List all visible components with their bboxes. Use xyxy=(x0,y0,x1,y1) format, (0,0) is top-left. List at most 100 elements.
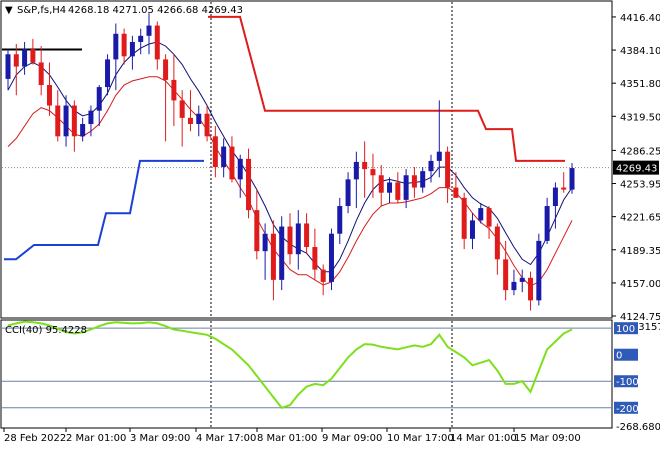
main-chart-frame xyxy=(0,0,613,319)
candle-body xyxy=(304,223,310,248)
candle-body xyxy=(38,62,44,86)
price-scale: 4416.40 4384.10 4351.80 4319.50 4286.25 4253.… xyxy=(612,13,660,323)
candle-body xyxy=(212,136,218,168)
candle-body xyxy=(486,208,492,227)
candle-body xyxy=(96,87,102,111)
candle-body xyxy=(5,54,11,79)
candle-body xyxy=(478,208,484,221)
cci-label: CCI(40) 95.4228 xyxy=(5,325,87,336)
cci-scale-label: 0 xyxy=(616,351,622,362)
candle-body xyxy=(345,179,351,207)
time-tick-label: 10 Mar 17:00 xyxy=(387,433,454,444)
candle-body xyxy=(270,233,276,280)
candle-body xyxy=(428,160,434,172)
time-tick-label: 14 Mar 01:00 xyxy=(450,433,517,444)
candle-body xyxy=(445,151,451,188)
candle-body xyxy=(221,146,227,168)
candle-body xyxy=(503,259,509,291)
cci-line xyxy=(7,320,573,409)
candle-body xyxy=(295,223,301,255)
candle-body xyxy=(469,220,475,239)
candle-body xyxy=(129,41,135,57)
candle-body xyxy=(287,226,293,255)
candle-body xyxy=(63,105,69,137)
candle-body xyxy=(146,25,152,36)
candle-body xyxy=(121,33,127,57)
candle-body xyxy=(46,85,52,106)
candle-body xyxy=(552,187,558,207)
cci-series-line xyxy=(7,320,573,409)
candle-body xyxy=(328,233,334,282)
candle-body xyxy=(528,277,534,301)
candle-body xyxy=(411,175,417,188)
candle-body xyxy=(519,277,525,282)
price-tick-label: 4221.65 xyxy=(620,213,660,224)
time-tick-label: 8 Mar 01:00 xyxy=(257,433,317,444)
candle-body xyxy=(187,117,193,124)
candle-body xyxy=(561,187,567,190)
time-tick-label: 28 Feb 2022 xyxy=(4,433,66,444)
candle-body xyxy=(163,59,169,80)
candle-body xyxy=(55,105,61,137)
time-tick-label: 2 Mar 01:00 xyxy=(66,433,126,444)
candle-body xyxy=(569,168,575,190)
candle-body xyxy=(420,171,426,188)
cci-level-tag xyxy=(614,375,638,388)
time-axis: 28 Feb 2022 2 Mar 01:00 3 Mar 09:00 4 Mar 1… xyxy=(3,428,581,444)
cci-level-tag xyxy=(614,322,638,335)
price-tick-label: 4351.80 xyxy=(620,79,660,90)
candle-body xyxy=(362,161,368,170)
candle-body xyxy=(403,175,409,200)
cci-level-tag xyxy=(614,348,638,361)
candle-body xyxy=(536,240,542,301)
candle-body xyxy=(461,197,467,239)
price-tick-label: 4157.00 xyxy=(620,279,660,290)
cci-scale-label: -100 xyxy=(616,377,639,388)
time-tick-label: 4 Mar 17:00 xyxy=(196,433,256,444)
candle-body xyxy=(171,79,177,101)
slow-ma-line xyxy=(7,76,573,287)
time-tick-label: 15 Mar 09:00 xyxy=(514,433,581,444)
step-lines xyxy=(2,15,612,261)
candle-body xyxy=(511,281,517,291)
candle-body xyxy=(453,187,459,198)
candle-body xyxy=(370,169,376,176)
candle-body xyxy=(395,182,401,200)
ohlc-readout: 4268.18 4271.05 4266.68 4269.43 xyxy=(68,5,243,16)
cci-scale-label: 100 xyxy=(616,324,635,335)
candle-body xyxy=(196,113,202,124)
price-tick-label: 4124.75 xyxy=(620,312,660,323)
candle-body xyxy=(337,206,343,234)
price-tick-label: 4319.50 xyxy=(620,112,660,123)
candle-body xyxy=(80,123,86,137)
candle-body xyxy=(229,146,235,180)
candle-body xyxy=(279,226,285,280)
candle-body xyxy=(246,158,252,211)
current-price-tag xyxy=(613,160,659,175)
indicator-frame xyxy=(0,319,613,429)
candle-body xyxy=(13,54,19,67)
candle-body xyxy=(544,206,550,241)
candle-body xyxy=(88,110,94,124)
price-tick-label: 4253.95 xyxy=(620,180,660,191)
current-price-label: 4269.43 xyxy=(616,164,657,175)
time-tick-label: 3 Mar 09:00 xyxy=(130,433,190,444)
candles xyxy=(5,13,575,311)
time-tick-label: 9 Mar 09:00 xyxy=(322,433,382,444)
candle-body xyxy=(254,210,260,252)
candle-body xyxy=(105,59,111,88)
lower-channel-line xyxy=(4,159,204,261)
candle-body xyxy=(30,49,36,63)
price-tick-label: 4416.40 xyxy=(620,13,660,24)
candle-body xyxy=(378,175,384,193)
price-tick-label: 4286.25 xyxy=(620,146,660,157)
candle-body xyxy=(113,33,119,60)
cci-level-tag xyxy=(614,401,638,414)
candle-body xyxy=(71,105,77,137)
candle-body xyxy=(237,158,243,180)
candle-body xyxy=(138,35,144,42)
